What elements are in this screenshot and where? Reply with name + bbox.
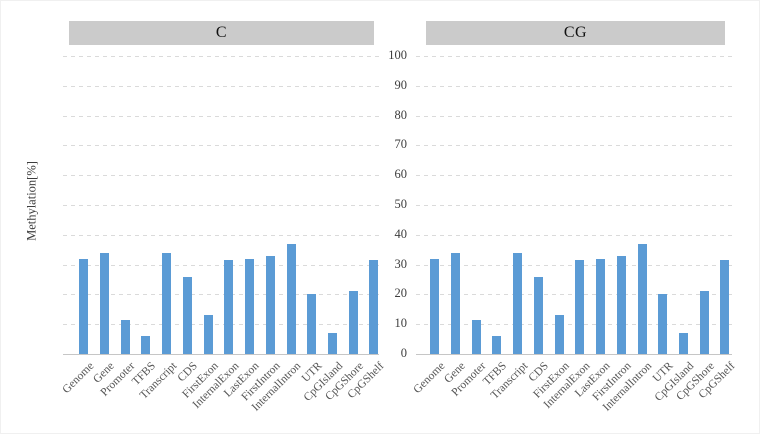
category-label: Genome <box>411 360 448 397</box>
bar-firstexon <box>203 315 213 354</box>
y-tick-label: 20 <box>394 286 408 301</box>
bar-gene <box>451 252 461 354</box>
bar-cpgshelf <box>720 260 730 354</box>
bar-cpgshelf <box>369 260 379 354</box>
bar-lastexon <box>245 258 255 354</box>
facet-header-c: C <box>69 21 374 45</box>
bar-cpgshore <box>699 291 709 354</box>
gridline <box>416 324 732 326</box>
category-label: Genome <box>60 360 97 397</box>
gridline <box>416 294 732 296</box>
gridline <box>416 115 732 117</box>
bar-cpgshore <box>348 291 358 354</box>
bar-utr <box>307 294 317 354</box>
gridline <box>63 56 379 57</box>
bar-gene <box>100 252 110 354</box>
gridline <box>63 85 379 87</box>
bar-tfbs <box>141 336 151 354</box>
gridline <box>416 264 732 266</box>
y-tick-label: 100 <box>388 48 407 62</box>
y-tick-label: 90 <box>394 77 408 92</box>
bar-lastexon <box>596 258 606 354</box>
bar-transcript <box>162 252 172 354</box>
bar-internalintron <box>286 243 296 354</box>
bar-firstexon <box>554 315 564 354</box>
bar-promoter <box>471 319 481 354</box>
gridline <box>63 324 379 326</box>
gridline <box>63 205 379 206</box>
bar-cds <box>533 276 543 354</box>
y-tick-label: 60 <box>394 167 408 182</box>
bar-promoter <box>120 319 130 354</box>
bar-cds <box>182 276 192 354</box>
gridline <box>63 145 379 147</box>
gridline <box>416 205 732 206</box>
bar-transcript <box>513 252 523 354</box>
x-axis-line <box>416 354 732 355</box>
y-tick-label: 30 <box>394 256 408 271</box>
facet-title-c: C <box>215 24 228 41</box>
bar-firstintron <box>265 255 275 354</box>
gridline <box>416 175 732 177</box>
gridline <box>63 294 379 296</box>
bar-internalexon <box>224 260 234 354</box>
bar-genome <box>79 258 89 354</box>
bar-internalexon <box>575 260 585 354</box>
y-tick-label: 50 <box>394 197 408 211</box>
facet-title-cg: CG <box>563 24 588 41</box>
bar-utr <box>658 294 668 354</box>
gridline <box>63 175 379 177</box>
gridline <box>63 234 379 236</box>
gridline <box>63 264 379 266</box>
gridline <box>416 145 732 147</box>
y-tick-label: 0 <box>400 346 407 360</box>
gridline <box>416 85 732 87</box>
y-tick-label: 10 <box>394 316 408 331</box>
bar-cpgisland <box>327 333 337 354</box>
y-tick-label: 70 <box>394 137 408 152</box>
y-tick-label: 80 <box>394 107 408 122</box>
gridline <box>416 234 732 236</box>
bar-firstintron <box>616 255 626 354</box>
y-axis-title: Methylation[%] <box>24 161 39 241</box>
bar-tfbs <box>492 336 502 354</box>
gridline <box>416 56 732 57</box>
y-tick-label: 40 <box>394 226 408 241</box>
gridline <box>63 115 379 117</box>
bar-genome <box>430 258 440 354</box>
facet-header-cg: CG <box>426 21 725 45</box>
bar-cpgisland <box>678 333 688 354</box>
x-axis-line <box>63 354 379 355</box>
bar-internalintron <box>637 243 647 354</box>
